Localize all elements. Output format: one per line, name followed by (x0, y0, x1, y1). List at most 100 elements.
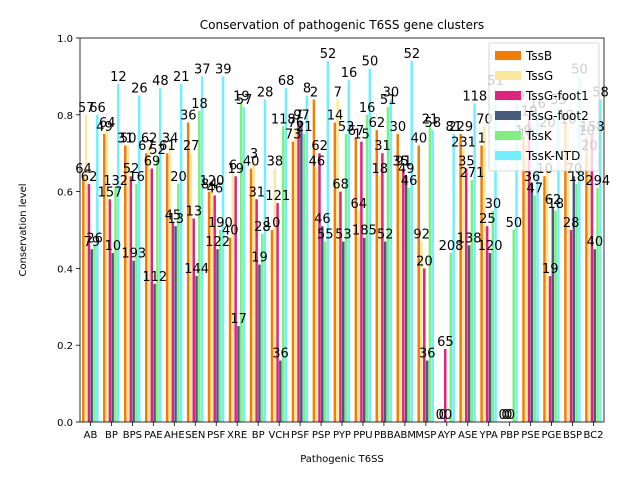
bar-tssg-foot1-ahe (171, 222, 175, 422)
bar-tssg-pse (525, 141, 528, 422)
y-tick-label: 0.0 (57, 418, 73, 429)
bar-tssb-vch (270, 230, 274, 422)
bar-tssk-ntd-pge (557, 107, 560, 423)
bar-tssk-ppu (365, 114, 369, 423)
bar-tssk-ntd-ayp (452, 134, 455, 422)
y-tick-label: 0.2 (57, 341, 73, 352)
bar-tssk-bp (114, 187, 117, 422)
bar-tssb-ahe (165, 153, 169, 422)
bar-tssg-foot1-abm (402, 168, 405, 422)
data-label: 65 (437, 335, 454, 350)
bar-tssg-foot1-pge (548, 276, 552, 422)
data-label: 52 (123, 162, 140, 177)
bar-tssg-psf (210, 187, 214, 422)
bar-tssb-bp (249, 168, 253, 422)
bar-tssk-bps (135, 183, 138, 422)
bar-tssb-psf (291, 141, 295, 422)
x-tick-label: SEN (185, 430, 205, 441)
bar-tssk-msp (428, 126, 432, 422)
legend-label: TssG-foot2 (525, 109, 589, 123)
data-label: 45 (165, 208, 182, 223)
data-label: 28 (254, 220, 271, 235)
data-label: 21 (422, 112, 439, 127)
x-tick-label: ABM (394, 430, 416, 441)
x-tick-label: XRE (227, 430, 247, 441)
bar-tssk-ntd-psf (305, 95, 309, 422)
bar-tssg-foot2-msp (425, 360, 429, 422)
data-label: 28 (257, 85, 274, 100)
bar-tssk-ntd-ypa (494, 87, 497, 423)
data-label: 52 (404, 47, 421, 62)
legend-swatch (495, 71, 521, 80)
data-label: 91 (395, 155, 412, 170)
bar-tssk-ntd-msp (431, 130, 434, 422)
bar-tssk-ntd-pbp (515, 103, 518, 422)
legend-label: TssK-NTD (525, 149, 580, 163)
data-label: 144 (184, 262, 209, 277)
y-tick-label: 0.6 (57, 188, 73, 199)
data-label: 69 (144, 155, 161, 170)
x-tick-label: PSP (312, 430, 330, 441)
data-label: 122 (205, 235, 230, 250)
data-label: 46 (207, 181, 224, 196)
data-label: 19 (233, 89, 250, 104)
bar-tssb-ypa (480, 145, 483, 422)
x-tick-label: AB (84, 430, 98, 441)
data-label: 18 (371, 162, 388, 177)
data-label: 36 (524, 170, 541, 185)
bar-tssg-foot1-bp (255, 199, 258, 422)
bar-tssg-bp (252, 160, 256, 422)
data-label: 28 (563, 216, 580, 231)
x-tick-label: PAE (144, 430, 163, 441)
bar-tssk-bsp (575, 183, 578, 422)
bar-tssb-ppu (354, 137, 358, 422)
bar-tssg-foot2-pyp (342, 241, 345, 422)
x-tick-label: PYP (333, 430, 351, 441)
bar-tssg-foot2-vch (279, 360, 282, 422)
data-label: 68 (278, 74, 295, 89)
bar-tssg-ab (84, 114, 88, 423)
bar-tssg-msp (420, 241, 423, 422)
data-label: 19 (228, 162, 245, 177)
bar-tssk-pbb (386, 107, 390, 423)
data-label: 58 (425, 116, 442, 131)
data-label: 48 (152, 74, 169, 89)
data-label: 35 (392, 155, 409, 170)
data-label: 50 (120, 132, 137, 147)
bar-tssk-pse (533, 195, 536, 422)
data-label: 92 (413, 228, 430, 243)
bar-tssg-psf (294, 130, 297, 422)
data-label: 61 (159, 139, 176, 154)
bar-tssg-ahe (168, 145, 172, 422)
bar-tssk-xre (239, 103, 243, 422)
data-label: 31 (117, 132, 134, 147)
data-label: 19 (251, 251, 268, 266)
data-label: 13 (167, 212, 184, 227)
data-label: 0 (438, 408, 446, 423)
data-label: 26 (86, 231, 103, 246)
data-label: 30 (383, 85, 400, 100)
bar-tssg-foot1-ypa (485, 226, 489, 422)
bar-tssg-pbb (378, 176, 381, 422)
data-label: 208 (439, 239, 464, 254)
bar-tssg-foot1-pbb (381, 153, 384, 422)
bar-tssk-ntd-pbb (389, 99, 393, 422)
data-label: 57 (78, 101, 95, 116)
data-label: 84 (201, 178, 218, 193)
data-label: 30 (485, 197, 502, 212)
bar-tssg-pae (147, 145, 151, 422)
bar-tssg-foot1-pse (527, 118, 531, 422)
bar-tssg-foot1-bp (108, 199, 112, 422)
data-label: 10 (105, 239, 122, 254)
data-label: 13 (186, 204, 203, 219)
bar-tssg-foot1-bsp (569, 230, 573, 422)
x-tick-label: VCH (268, 430, 289, 441)
data-label: 68 (332, 178, 349, 193)
x-tick-label: ASE (458, 430, 478, 441)
x-tick-label: PSF (207, 430, 225, 441)
bar-tssg-foot2-abm (404, 176, 408, 422)
data-label: 193 (121, 247, 146, 262)
data-label: 64 (350, 197, 367, 212)
bar-tssb-pge (543, 176, 546, 422)
x-tick-label: MSP (415, 430, 436, 441)
